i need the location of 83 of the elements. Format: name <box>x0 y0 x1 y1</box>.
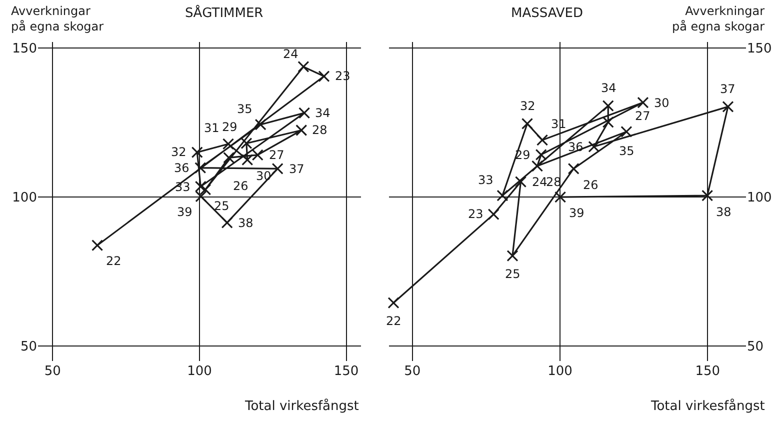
annotation: 26 <box>583 178 598 192</box>
point <box>535 148 547 160</box>
point <box>602 116 614 128</box>
annotation: 39 <box>569 206 584 220</box>
annotation: 35 <box>619 144 634 158</box>
point <box>514 176 527 188</box>
point <box>221 216 233 228</box>
annotation: 25 <box>214 199 230 213</box>
y-tick-label: 100 <box>12 190 37 206</box>
point <box>92 240 104 252</box>
point <box>272 162 284 175</box>
point <box>602 100 614 112</box>
point <box>318 70 330 82</box>
y-axis-title: Avverkningar på egna skogar <box>672 4 765 34</box>
annotation: 38 <box>238 216 254 230</box>
y-axis-title: Avverkningar på egna skogar <box>11 4 104 34</box>
point <box>242 154 254 166</box>
annotation: 29 <box>222 120 238 134</box>
x-axis-title: Total virkesfångst <box>650 398 765 414</box>
point <box>637 96 649 108</box>
annotation: 31 <box>204 121 220 135</box>
point <box>488 208 500 220</box>
point <box>296 124 308 136</box>
chart-title: SÅGTIMMER <box>185 4 264 21</box>
point <box>506 250 518 262</box>
annotation: 23 <box>468 207 484 221</box>
point <box>195 190 207 202</box>
annotation: 28 <box>312 123 328 137</box>
annotation: 27 <box>635 109 650 123</box>
point <box>496 190 508 202</box>
point <box>298 107 310 119</box>
x-tick-label: 100 <box>548 364 572 379</box>
annotation: 35 <box>237 102 252 116</box>
annotation: 37 <box>720 82 736 96</box>
point <box>194 162 206 174</box>
annotation: 24 <box>283 47 298 61</box>
x-axis-title: Total virkesfångst <box>244 398 359 414</box>
x-tick-label: 100 <box>187 364 212 379</box>
point <box>191 146 203 158</box>
annotation: 24 <box>532 175 548 189</box>
point <box>298 60 310 73</box>
point <box>388 297 400 309</box>
y-tick-label: 50 <box>747 340 764 355</box>
annotation: 30 <box>654 96 670 110</box>
annotation: 34 <box>315 106 330 120</box>
annotation: 27 <box>269 148 284 162</box>
annotation: 38 <box>716 205 732 219</box>
annotation: 32 <box>171 145 186 159</box>
point <box>536 134 548 146</box>
point <box>240 138 252 150</box>
annotation: 32 <box>520 99 536 113</box>
point <box>531 160 544 172</box>
x-tick-label: 50 <box>44 364 61 379</box>
y-tick-label: 100 <box>747 190 772 206</box>
annotation: 37 <box>289 162 304 176</box>
y-tick-label: 150 <box>12 42 37 57</box>
point <box>521 118 534 130</box>
annotation: 34 <box>601 81 616 95</box>
point <box>222 138 234 150</box>
annotation: 39 <box>177 205 192 219</box>
annotation: 26 <box>233 179 248 193</box>
annotation: 22 <box>386 314 402 328</box>
point <box>722 100 734 112</box>
annotation: 33 <box>478 173 494 187</box>
chart-title: MASSAVED <box>511 6 584 21</box>
y-tick-label: 50 <box>20 340 37 355</box>
point <box>194 180 206 192</box>
point <box>702 190 714 202</box>
point <box>620 126 632 138</box>
point <box>254 118 266 130</box>
annotation: 33 <box>175 180 190 194</box>
annotation: 36 <box>174 161 190 175</box>
annotation: 22 <box>106 254 122 268</box>
point <box>568 162 580 175</box>
y-tick-label: 150 <box>747 42 772 57</box>
annotation: 25 <box>505 267 520 281</box>
point <box>588 140 600 152</box>
point <box>252 149 264 161</box>
x-tick-label: 150 <box>695 364 720 379</box>
x-tick-label: 50 <box>404 364 421 379</box>
x-tick-label: 150 <box>334 364 359 379</box>
point <box>554 191 566 203</box>
point <box>223 152 235 164</box>
